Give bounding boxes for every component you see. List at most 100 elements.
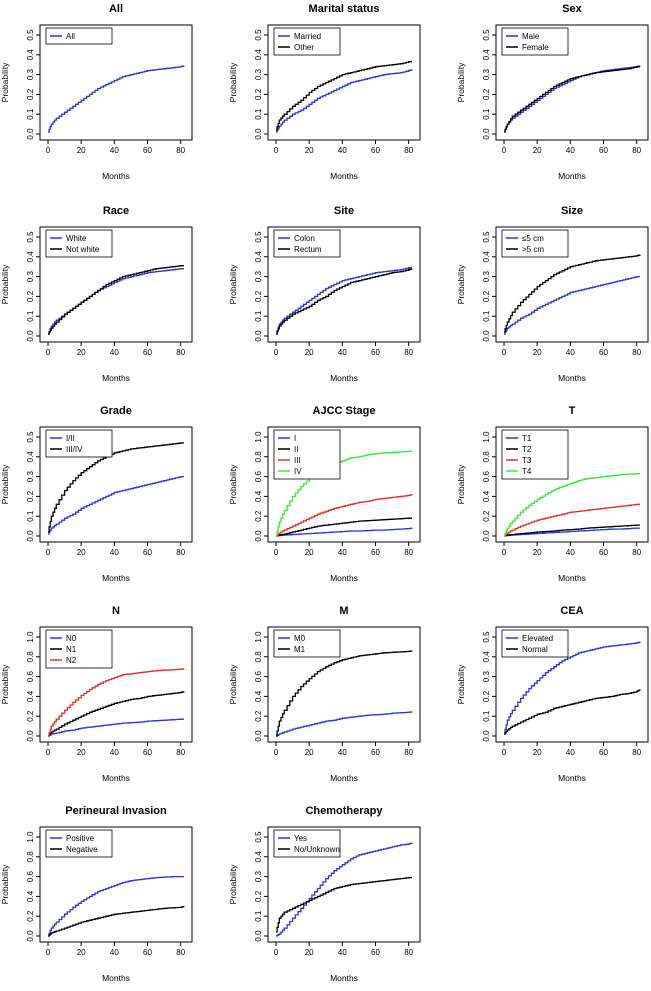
panel-title: Marital status [309,3,380,15]
x-tick-label: 60 [599,548,608,557]
y-axis-title: Probability [0,62,10,102]
legend-label: No/Unknown [294,845,340,854]
x-tick-label: 80 [176,948,185,957]
panel-ajcc-stage: AJCC Stage 0.0 0.2 0.4 0.6 0.8 1.0 0 20 40 60 80 Mon… [228,405,421,583]
panel-title: N [112,605,120,617]
legend-label: II [294,445,298,454]
series-line-5-cm [504,275,640,335]
y-tick-label: 0.6 [254,670,263,682]
panel-title: Race [103,205,129,217]
legend-label: Negative [66,845,98,854]
x-tick-label: 80 [404,948,413,957]
y-tick-label: 0.8 [26,651,35,663]
x-tick-label: 40 [338,748,347,757]
series-line-not-white [48,265,184,335]
x-tick-label: 0 [46,548,51,557]
y-tick-label: 0.2 [254,290,263,302]
x-tick-label: 20 [305,348,314,357]
panel-title: All [109,3,123,15]
x-tick-label: 80 [632,548,641,557]
y-tick-label: 0.2 [26,910,35,922]
x-tick-label: 60 [143,348,152,357]
y-tick-label: 0.4 [254,490,263,502]
x-tick-label: 0 [46,146,51,155]
y-axis-title: Probability [456,264,466,304]
y-tick-label: 0.4 [26,890,35,902]
y-axis-title: Probability [0,464,10,504]
x-tick-label: 60 [371,748,380,757]
series-line-n0 [48,718,184,737]
y-tick-label: 0.1 [26,108,35,120]
y-axis-title: Probability [0,864,10,904]
series-line-rectum [276,268,413,335]
x-axis-title: Months [102,773,130,783]
y-axis-title: Probability [456,62,466,102]
panel-title: Size [561,205,583,217]
y-tick-label: 0.2 [482,290,491,302]
y-tick-label: 0.0 [482,530,491,542]
y-tick-label: 0.0 [26,330,35,342]
y-tick-label: 0.4 [254,690,263,702]
y-tick-label: 0.5 [254,29,263,41]
legend-label: III/IV [66,445,83,454]
x-tick-label: 60 [371,948,380,957]
y-tick-label: 0.3 [482,270,491,282]
y-tick-label: 0.0 [26,930,35,942]
x-tick-label: 20 [533,146,542,155]
x-tick-label: 40 [110,948,119,957]
y-tick-label: 0.1 [254,108,263,120]
y-tick-label: 0.1 [482,108,491,120]
legend-label: III [294,456,301,465]
panel-n: N 0.0 0.2 0.4 0.6 0.8 1.0 0 20 40 60 80 Months Probab… [0,605,193,783]
x-tick-label: 0 [502,146,507,155]
y-tick-label: 0.5 [482,231,491,243]
y-axis-title: Probability [456,464,466,504]
panel-marital-status: Marital status 0.0 0.1 0.2 0.3 0.4 0.5 0 20 40 60 8… [228,3,421,181]
legend-label: M1 [294,645,306,654]
y-axis-title: Probability [228,864,238,904]
y-tick-label: 0.4 [254,851,263,863]
panel-race: Race 0.0 0.1 0.2 0.3 0.4 0.5 0 20 40 60 80 Months Pro… [0,205,193,383]
x-tick-label: 0 [274,348,279,357]
x-tick-label: 20 [533,348,542,357]
series-line-5-cm [504,254,641,333]
y-tick-label: 0.4 [482,490,491,502]
x-tick-label: 80 [176,348,185,357]
panel-title: Perineural Invasion [65,805,167,817]
y-tick-label: 0.2 [26,490,35,502]
y-tick-label: 0.2 [254,710,263,722]
x-tick-label: 60 [143,748,152,757]
y-tick-label: 0.5 [26,231,35,243]
panel-chemotherapy: Chemotherapy 0.0 0.1 0.2 0.3 0.4 0.5 0 20 40 60 80 M… [228,805,421,983]
panel-title: T [569,405,576,417]
y-tick-label: 0.4 [254,251,263,263]
y-tick-label: 0.3 [254,270,263,282]
series-line-negative [48,905,185,937]
y-tick-label: 0.6 [26,870,35,882]
y-tick-label: 0.2 [482,690,491,702]
y-tick-label: 0.8 [254,451,263,463]
y-tick-label: 0.5 [482,631,491,643]
x-tick-label: 40 [110,146,119,155]
y-axis-title: Probability [0,664,10,704]
panel-title: M [339,605,348,617]
y-tick-label: 0.2 [26,88,35,100]
y-tick-label: 0.0 [26,730,35,742]
x-tick-label: 40 [566,548,575,557]
x-tick-label: 0 [502,748,507,757]
legend-label: Rectum [294,245,322,254]
x-tick-label: 0 [274,548,279,557]
y-tick-label: 0.3 [482,68,491,80]
y-tick-label: 0.6 [254,470,263,482]
y-tick-label: 1.0 [482,431,491,443]
panel-t: T 0.0 0.2 0.4 0.6 0.8 1.0 0 20 40 60 80 Months Probab… [456,405,649,583]
x-axis-title: Months [102,171,130,181]
legend-label: Female [522,43,549,52]
x-tick-label: 60 [599,748,608,757]
series-line-iii-iv [48,442,184,533]
panel-title: Chemotherapy [305,805,383,817]
x-tick-label: 60 [143,146,152,155]
y-tick-label: 0.1 [26,510,35,522]
y-tick-label: 0.8 [254,651,263,663]
y-tick-label: 0.0 [482,730,491,742]
